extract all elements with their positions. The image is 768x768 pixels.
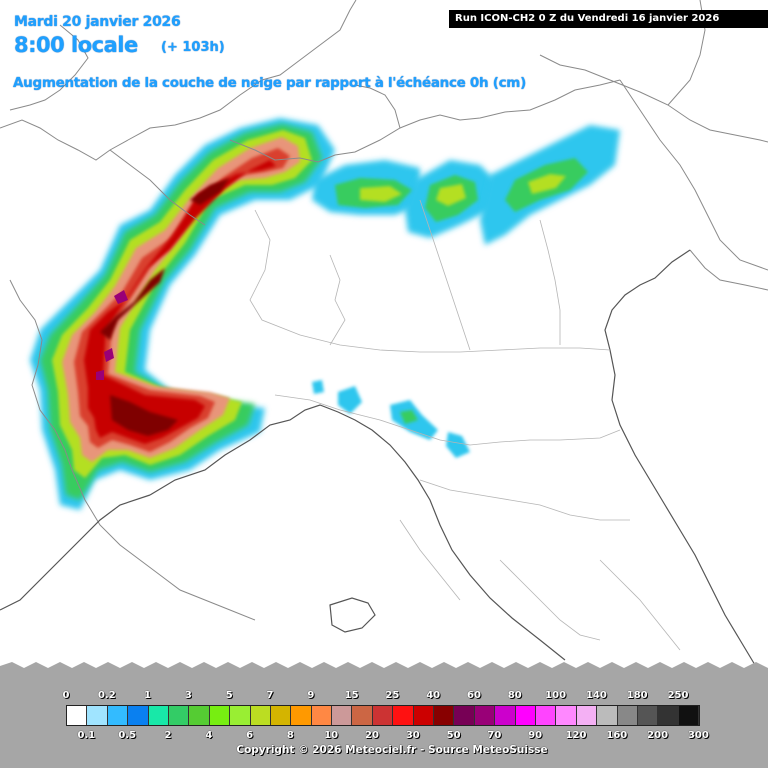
legend-bottom-label: 200 — [647, 730, 669, 741]
legend-top-label: 1 — [144, 690, 152, 701]
legend-bottom-label: 4 — [205, 730, 213, 741]
legend-swatch — [311, 706, 333, 725]
legend-swatch — [434, 706, 455, 725]
legend-bottom-label: 20 — [365, 730, 379, 741]
legend-bottom-label: 120 — [565, 730, 587, 741]
forecast-date: Mardi 20 janvier 2026 — [14, 14, 181, 30]
legend-swatch — [128, 706, 149, 725]
legend-swatch — [291, 706, 312, 725]
legend-bottom-label: 10 — [324, 730, 339, 741]
legend-bottom-label: 90 — [528, 730, 543, 741]
legend-bottom-label: 300 — [687, 730, 709, 741]
legend-bottom-label: 70 — [487, 730, 502, 741]
legend-swatch — [270, 706, 292, 725]
legend-swatch — [250, 706, 271, 725]
legend-top-label: 40 — [426, 690, 441, 701]
legend-swatch — [535, 706, 557, 725]
legend-bottom-label: 2 — [164, 730, 172, 741]
legend-top-label: 7 — [266, 690, 274, 701]
legend-top-label: 180 — [626, 690, 648, 701]
legend-swatch — [495, 706, 516, 725]
legend-bottom-label: 160 — [606, 730, 628, 741]
legend-top-label: 5 — [225, 690, 233, 701]
legend-swatch — [352, 706, 373, 725]
legend-swatch — [332, 706, 353, 725]
legend-top-label: 9 — [307, 690, 315, 701]
legend-bottom-label: 8 — [286, 730, 294, 741]
legend-swatch — [637, 706, 659, 725]
legend-swatch — [87, 706, 108, 725]
snow-field-apennines — [312, 380, 470, 458]
copyright-notice: Copyright © 2026 Meteociel.fr - Source M… — [236, 744, 548, 756]
legend-top-label: 140 — [585, 690, 607, 701]
legend-top-label: 3 — [184, 690, 192, 701]
legend-swatch — [617, 706, 638, 725]
legend-swatch — [372, 706, 394, 725]
legend-top-label: 60 — [467, 690, 481, 701]
legend-swatch — [515, 706, 536, 725]
legend-swatch — [230, 706, 251, 725]
legend-swatch — [209, 706, 231, 725]
forecast-time: 8:00 locale — [14, 33, 138, 57]
legend-swatch — [658, 706, 679, 725]
legend-top-label: 0 — [62, 690, 70, 701]
legend-bottom-label: 6 — [246, 730, 254, 741]
model-run-banner: Run ICON-CH2 0 Z du Vendredi 16 janvier … — [449, 10, 768, 28]
country-borders — [0, 0, 768, 621]
legend-bottom-label: 0.5 — [118, 730, 137, 741]
snow-field-central-alps — [312, 125, 620, 245]
legend-top-label: 250 — [667, 690, 689, 701]
legend-swatch — [168, 706, 190, 725]
legend-swatch — [678, 706, 700, 725]
region-borders — [249, 199, 681, 651]
legend-bottom-label: 30 — [405, 730, 420, 741]
legend-top-label: 25 — [385, 690, 400, 701]
color-scale — [66, 705, 701, 726]
legend-swatch — [393, 706, 414, 725]
legend-swatch — [597, 706, 618, 725]
legend-swatch — [576, 706, 598, 725]
coastline — [0, 249, 756, 666]
legend-swatch — [67, 706, 88, 725]
legend-swatch — [148, 706, 169, 725]
legend-bottom-label: 50 — [446, 730, 461, 741]
legend-swatch — [413, 706, 435, 725]
map-subtitle: Augmentation de la couche de neige par r… — [13, 75, 526, 91]
legend-top-label: 0.2 — [97, 690, 116, 701]
legend-swatch — [556, 706, 577, 725]
legend-bottom-label: 0.1 — [77, 730, 96, 741]
legend-top-label: 15 — [344, 690, 359, 701]
legend-top-label: 80 — [507, 690, 522, 701]
snow-field-western-alps — [30, 118, 335, 510]
legend-swatch — [189, 706, 210, 725]
legend-top-label: 100 — [545, 690, 567, 701]
legend-swatch — [107, 706, 129, 725]
legend-swatch — [474, 706, 496, 725]
forecast-offset: (+ 103h) — [161, 40, 225, 55]
legend-swatch — [454, 706, 475, 725]
